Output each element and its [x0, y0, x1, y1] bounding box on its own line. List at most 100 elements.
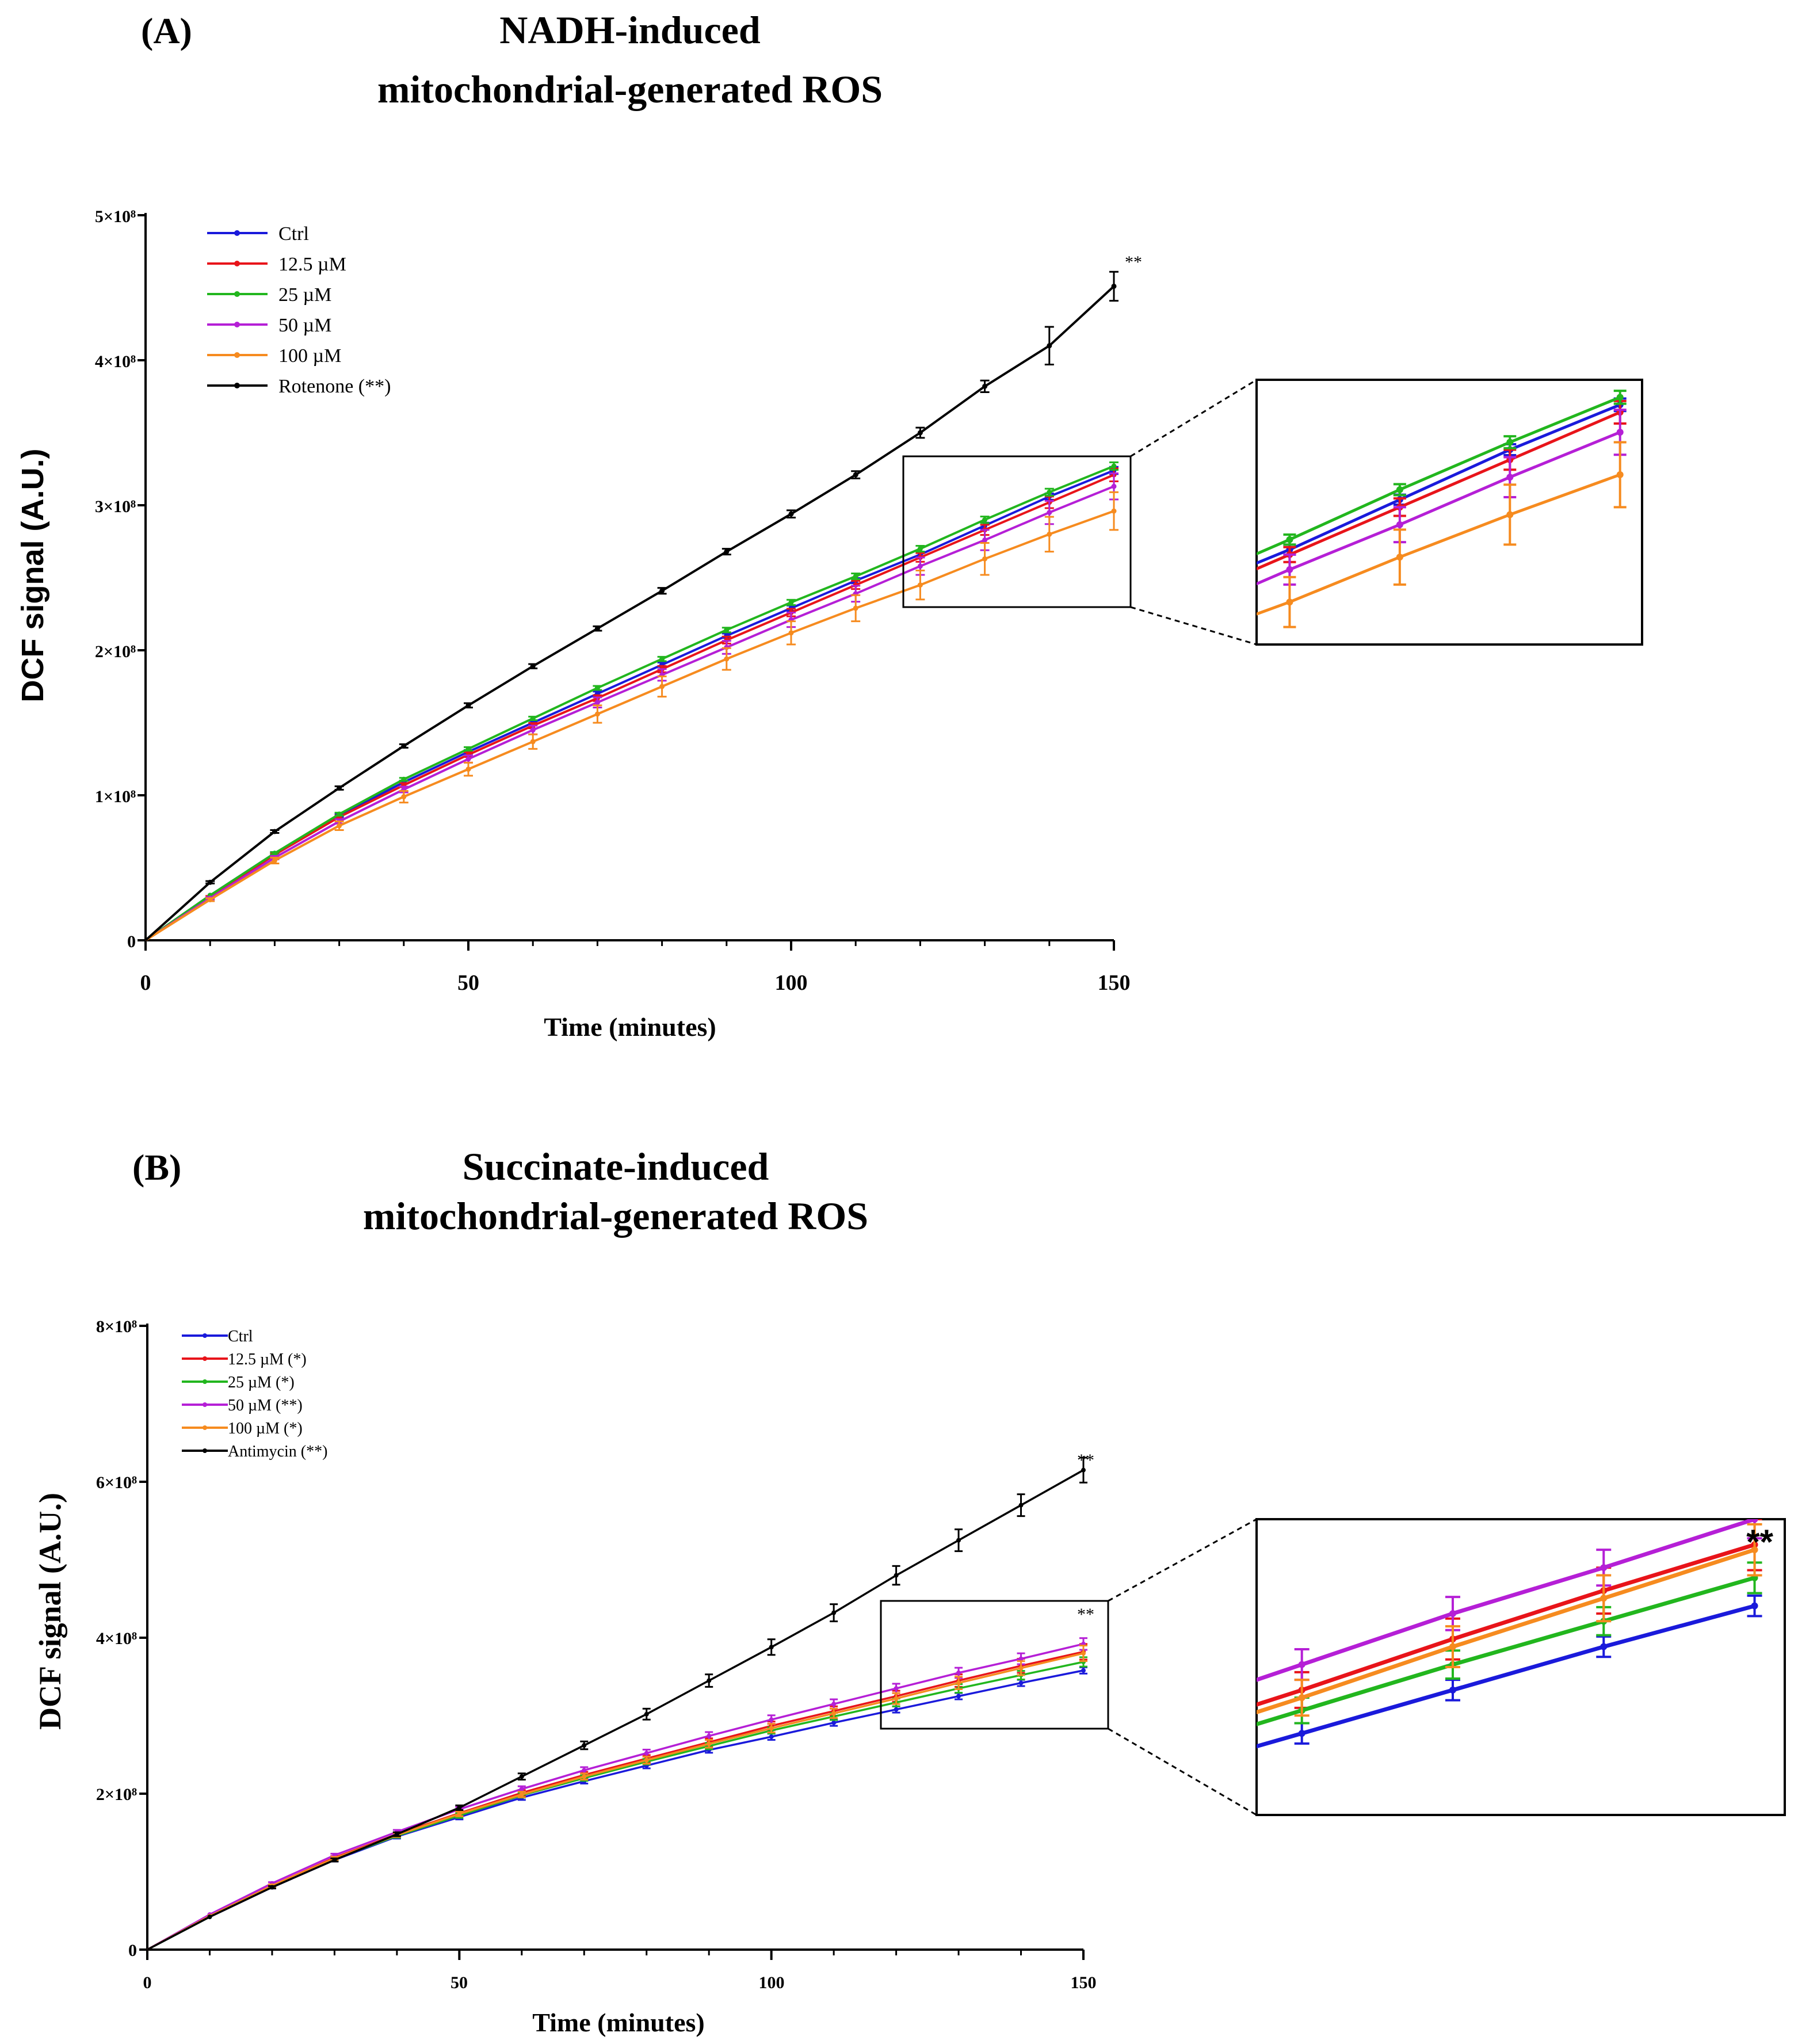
series-50-um	[144, 472, 1118, 941]
inset-series-100-um	[1257, 441, 1627, 628]
data-point	[465, 746, 471, 752]
data-point	[707, 1741, 712, 1746]
data-point	[519, 1786, 524, 1791]
series-line	[144, 485, 1114, 941]
data-point	[1081, 1651, 1086, 1656]
data-point	[272, 829, 277, 834]
data-point	[769, 1717, 774, 1722]
data-point	[956, 1538, 961, 1543]
data-point	[894, 1707, 899, 1712]
panel-a: (A) NADH-induced mitochondrial-generated…	[16, 8, 1643, 1042]
data-point	[982, 383, 988, 389]
data-point	[853, 573, 858, 579]
inset-data-point	[1506, 511, 1514, 518]
legend-label: 50 µM (**)	[228, 1397, 303, 1414]
panel-a-x-axis-title: Time (minutes)	[544, 1012, 716, 1042]
data-point	[894, 1696, 899, 1701]
panel-a-label: (A)	[141, 10, 192, 51]
legend-marker	[203, 1356, 207, 1361]
inset-data-point	[1449, 1686, 1456, 1694]
panel-a-title-line-1: NADH-induced	[499, 8, 761, 52]
data-point	[956, 1670, 961, 1675]
data-point	[831, 1720, 837, 1725]
data-point	[332, 1858, 337, 1863]
inset-data-point	[1286, 598, 1293, 606]
legend-marker	[234, 291, 240, 297]
data-point	[1047, 531, 1052, 537]
panel-b-zoom-connector-top	[1108, 1518, 1257, 1602]
panel-b: (B) Succinate-induced mitochondrial-gene…	[33, 1145, 1786, 2037]
panel-b-y-axis-title: DCF signal (A.U.)	[33, 1493, 67, 1730]
series-line	[144, 469, 1114, 941]
inset-data-point	[1449, 1643, 1456, 1650]
series-25-um	[147, 1656, 1087, 1951]
inset-data-point	[1616, 429, 1624, 436]
series-line	[144, 465, 1114, 941]
legend-marker	[203, 1425, 207, 1430]
panel-a-y-tick-label-5e8: 5×10⁸	[95, 207, 136, 226]
legend-label: 12.5 µM	[278, 254, 346, 275]
panel-b-y-tick-label-0: 0	[128, 1941, 137, 1960]
data-point	[724, 549, 730, 555]
series-100-um	[147, 1645, 1087, 1951]
inset-data-point	[1616, 471, 1624, 478]
panel-b-x-tick-label-50: 50	[451, 1973, 468, 1992]
data-point	[831, 1702, 837, 1707]
inset-data-point	[1298, 1694, 1305, 1702]
data-point	[917, 430, 923, 436]
data-point	[1111, 508, 1117, 514]
data-point	[659, 656, 665, 662]
panel-b-series	[147, 1456, 1087, 1951]
inset-data-point	[1298, 1661, 1305, 1668]
panel-b-x-tick-label-100: 100	[759, 1973, 785, 1992]
panel-b-x-axis-title: Time (minutes)	[532, 2008, 704, 2037]
legend-item-antimycin: Antimycin (**)	[182, 1443, 327, 1460]
data-point	[582, 1742, 587, 1748]
legend-marker	[234, 322, 240, 327]
data-point	[917, 582, 923, 588]
panel-a-zoom-box	[902, 455, 1132, 608]
data-point	[272, 857, 277, 863]
legend-label: Antimycin (**)	[228, 1443, 327, 1460]
data-point	[982, 517, 988, 523]
legend-marker	[203, 1379, 207, 1384]
inset-data-point	[1751, 1602, 1758, 1610]
inset-data-point	[1751, 1519, 1758, 1523]
data-point	[982, 556, 988, 562]
data-point	[337, 823, 342, 829]
data-point	[457, 1812, 462, 1817]
data-point	[519, 1792, 524, 1797]
data-point	[1018, 1680, 1024, 1685]
panel-b-title-line-2: mitochondrial-generated ROS	[363, 1194, 868, 1238]
legend-marker	[203, 1448, 207, 1453]
panel-a-inset-series	[1257, 390, 1627, 628]
data-point	[594, 685, 600, 691]
legend-marker	[203, 1333, 207, 1338]
panel-b-zoom-significance: **	[1077, 1605, 1094, 1624]
series-line	[147, 1469, 1084, 1951]
data-point	[1018, 1656, 1024, 1661]
data-point	[644, 1751, 649, 1756]
legend-label: 50 µM	[278, 315, 331, 336]
legend-item-12-5um: 12.5 µM	[207, 254, 346, 275]
data-point	[530, 727, 536, 733]
panel-a-x-ticks	[144, 940, 1115, 951]
legend-item-50um: 50 µM (**)	[182, 1397, 303, 1414]
legend-item-ctrl: Ctrl	[182, 1328, 253, 1345]
inset-data-point	[1616, 394, 1624, 401]
data-point	[769, 1734, 774, 1740]
series-line	[147, 1669, 1084, 1951]
data-point	[659, 684, 665, 689]
data-point	[1047, 343, 1052, 349]
legend-marker	[203, 1402, 207, 1407]
inset-data-point	[1751, 1546, 1758, 1554]
legend-marker	[234, 352, 240, 358]
panel-b-zoom-connector-bottom	[1108, 1728, 1257, 1816]
data-point	[1047, 510, 1052, 516]
data-point	[831, 1711, 837, 1716]
panel-a-y-tick-label-4e8: 4×10⁸	[95, 352, 136, 371]
inset-data-point	[1600, 1595, 1608, 1602]
inset-data-point	[1396, 521, 1403, 528]
data-point	[1111, 463, 1117, 469]
